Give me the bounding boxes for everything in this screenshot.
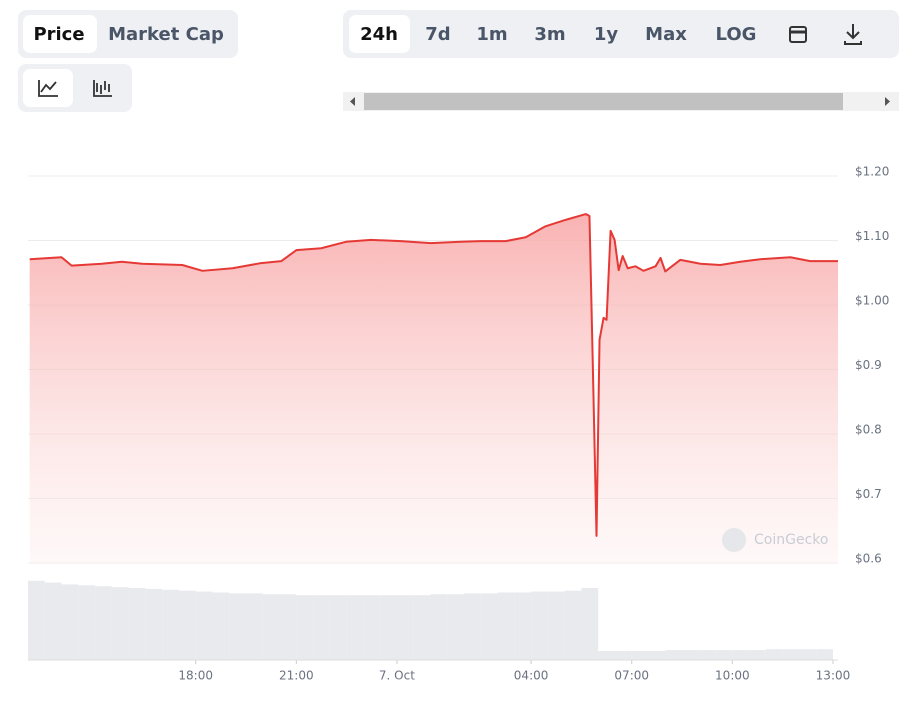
volume-bar <box>128 588 146 660</box>
scrollbar-thumb[interactable] <box>364 93 843 110</box>
price-area <box>29 214 839 563</box>
volume-bar <box>698 650 716 660</box>
x-tick-label: 10:00 <box>715 669 750 683</box>
volume-bar <box>44 582 62 660</box>
volume-bar <box>380 595 397 660</box>
price-line <box>29 213 838 537</box>
volume-bar <box>631 651 649 660</box>
volume-bar <box>413 595 431 660</box>
download-icon[interactable] <box>844 24 862 45</box>
volume-bar <box>648 651 666 660</box>
volume-bar <box>614 651 632 660</box>
volume-bar <box>296 595 314 660</box>
range-tab[interactable]: 7d <box>425 24 450 45</box>
active-range-bg <box>349 15 410 53</box>
volume-bar <box>78 585 96 660</box>
volume-bar <box>782 649 800 660</box>
volume-bar <box>464 593 481 660</box>
volume-bar <box>598 651 615 660</box>
x-tick-label: 04:00 <box>514 669 549 683</box>
x-tick-label: 13:00 <box>816 669 851 683</box>
range-tab[interactable]: 1y <box>594 24 619 45</box>
volume-bar <box>447 594 465 660</box>
volume-bar <box>497 592 515 660</box>
y-tick-label: $1.00 <box>855 294 889 308</box>
range-tab[interactable]: LOG <box>716 24 757 45</box>
volume-bar <box>682 650 699 660</box>
range-tab[interactable]: 1m <box>476 24 507 45</box>
line-icon <box>38 80 58 97</box>
volume-bar <box>396 595 414 660</box>
range-tab-group <box>343 10 899 58</box>
candle-icon[interactable] <box>93 80 112 97</box>
watermark-logo <box>722 528 746 552</box>
x-tick-label: 21:00 <box>279 669 314 683</box>
y-tick-label: $0.6 <box>855 552 882 566</box>
volume-bar <box>279 594 297 660</box>
y-tick-label: $1.10 <box>855 229 889 243</box>
x-tick-label: 18:00 <box>178 669 213 683</box>
volume-bar <box>195 591 213 660</box>
market-cap-tab[interactable]: Market Cap <box>108 24 224 45</box>
volume-bar <box>111 587 129 660</box>
volume-bar <box>95 586 112 660</box>
volume-bar <box>564 590 582 660</box>
volume-bar <box>765 649 783 660</box>
volume-bar <box>430 594 448 660</box>
volume-bar <box>665 650 683 660</box>
range-tab[interactable]: Max <box>645 24 687 45</box>
volume-bar <box>346 595 364 660</box>
volume-bar <box>531 591 548 660</box>
y-tick-label: $0.8 <box>855 423 882 437</box>
volume-bar <box>547 591 565 660</box>
volume-bar <box>246 593 263 660</box>
x-tick-label: 07:00 <box>614 669 649 683</box>
volume-bar <box>313 595 330 660</box>
volume-bar <box>514 592 532 660</box>
volume-bar <box>816 649 833 660</box>
y-tick-label: $1.20 <box>855 165 889 179</box>
volume-bar <box>262 594 280 660</box>
watermark: CoinGecko <box>754 532 828 548</box>
volume-bar <box>61 584 79 660</box>
volume-bar <box>145 588 163 660</box>
volume-bar <box>732 650 750 660</box>
volume-bar <box>329 595 347 660</box>
y-tick-label: $0.9 <box>855 358 882 372</box>
volume-bar <box>715 650 733 660</box>
price-tab[interactable]: Price <box>33 24 84 45</box>
volume-bar <box>799 649 817 660</box>
calendar-icon[interactable] <box>789 26 807 43</box>
volume-bar <box>178 590 196 660</box>
volume-bar <box>229 593 247 660</box>
volume-bar <box>162 589 179 660</box>
volume-bar <box>749 650 766 660</box>
y-tick-label: $0.7 <box>855 487 882 501</box>
volume-bar <box>28 580 45 660</box>
x-tick-label: 7. Oct <box>379 669 415 683</box>
active-tab-bg <box>23 15 97 53</box>
volume-bar <box>480 593 498 660</box>
volume-bar <box>212 592 230 660</box>
range-tab[interactable]: 3m <box>534 24 565 45</box>
volume-bar <box>363 595 381 660</box>
volume-bar <box>581 588 599 660</box>
range-tab[interactable]: 24h <box>360 24 398 45</box>
